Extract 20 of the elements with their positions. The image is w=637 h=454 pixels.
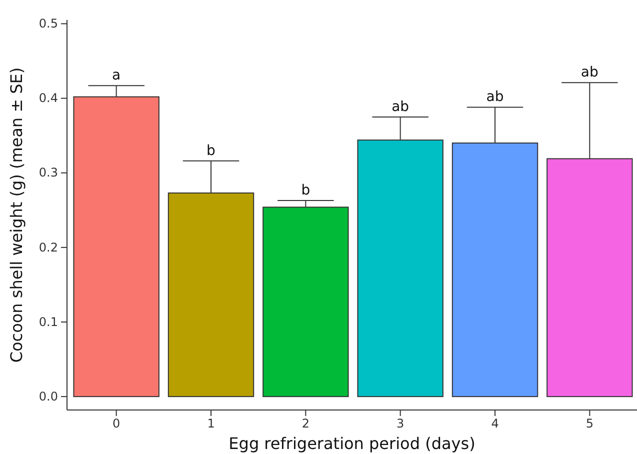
y-tick-label: 0.2	[38, 240, 58, 254]
y-tick-label: 0.1	[38, 314, 58, 329]
x-tick-label: 4	[491, 416, 499, 431]
y-tick-label: 0.0	[38, 389, 58, 404]
y-tick-label: 0.4	[38, 91, 58, 106]
x-axis-title: Egg refrigeration period (days)	[228, 434, 476, 453]
x-tick-label: 5	[586, 416, 594, 431]
annotation: b	[301, 182, 310, 198]
x-tick-label: 0	[112, 416, 120, 431]
x-tick-label: 3	[396, 416, 404, 431]
annotation: a	[112, 68, 121, 84]
y-tick-label: 0.3	[38, 166, 58, 180]
y-tick-label: 0.5	[38, 16, 58, 31]
x-tick-label: 2	[302, 416, 310, 431]
annotation: ab	[486, 89, 504, 106]
annotation: ab	[580, 64, 599, 81]
annotation: ab	[392, 98, 410, 115]
y-axis-title: Cocoon shell weight (g) (mean ± SE)	[7, 67, 26, 363]
x-tick-label: 1	[207, 416, 215, 431]
annotation: b	[206, 142, 216, 159]
